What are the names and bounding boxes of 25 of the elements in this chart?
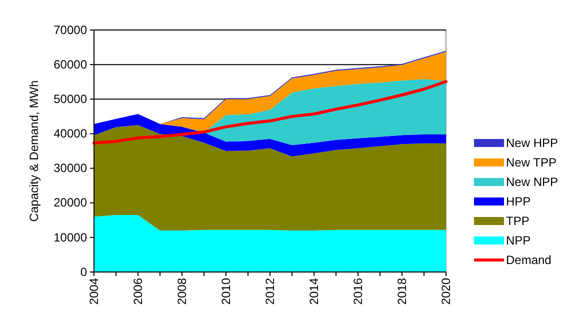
x-tick-label: 2006: [131, 278, 146, 305]
y-tick-label: 40000: [54, 126, 88, 141]
x-tick-label: 2008: [175, 278, 190, 305]
x-tick-label: 2004: [87, 278, 102, 305]
legend-label: New NPP: [506, 175, 558, 190]
y-tick-label: 20000: [54, 196, 88, 210]
x-tick-label: 2010: [219, 278, 234, 305]
legend-label: New HPP: [506, 136, 558, 150]
legend-label: TPP: [506, 214, 530, 228]
legend-label: Demand: [506, 253, 552, 268]
x-tick-label: 2014: [307, 278, 322, 305]
x-tick-label: 2016: [351, 278, 366, 305]
x-tick-label: 2018: [395, 278, 410, 305]
legend-label: NPP: [506, 234, 531, 248]
y-tick-label: 70000: [54, 22, 88, 37]
legend-label: HPP: [506, 194, 531, 209]
y-tick-label: 10000: [54, 230, 88, 244]
y-axis-title: Capacity & Demand, MWh: [27, 80, 41, 222]
y-tick-label: 0: [80, 264, 88, 279]
x-tick-label: 2012: [263, 278, 278, 305]
y-tick-label: 30000: [54, 161, 88, 176]
y-tick-label: 50000: [54, 92, 88, 106]
legend-label: New TPP: [506, 156, 556, 170]
x-tick-label: 2020: [439, 278, 454, 305]
y-tick-label: 60000: [54, 57, 88, 72]
